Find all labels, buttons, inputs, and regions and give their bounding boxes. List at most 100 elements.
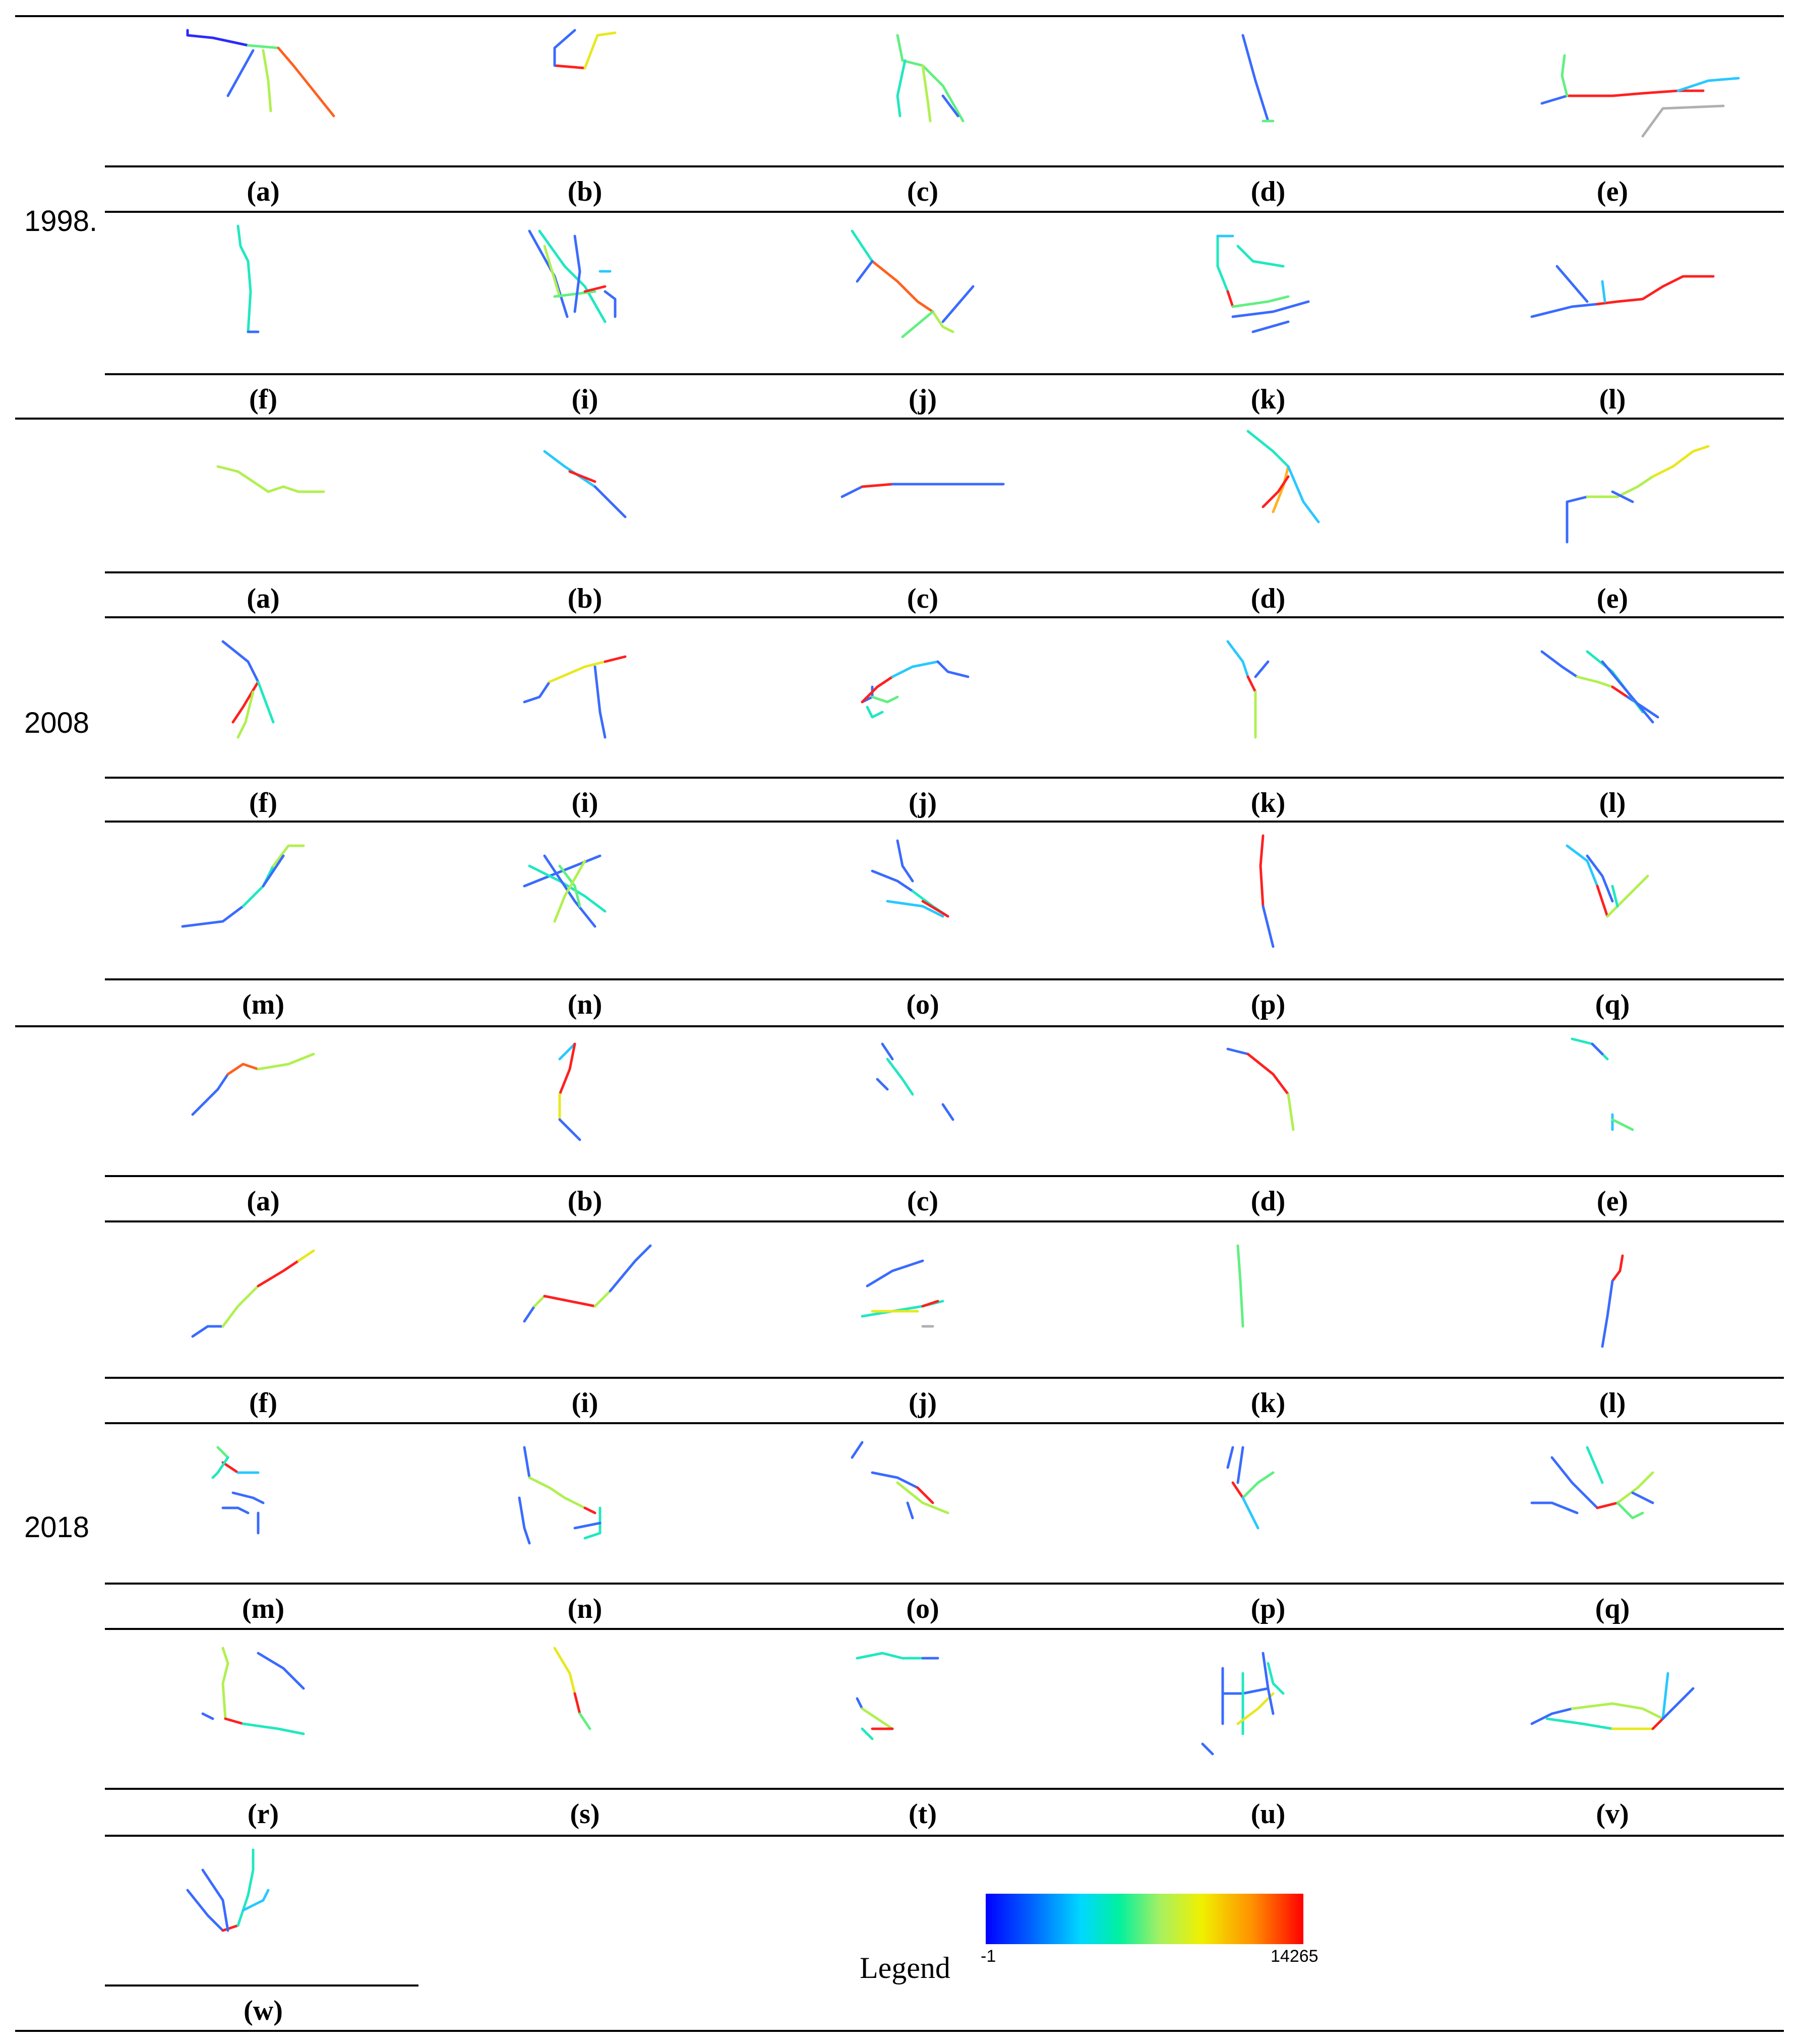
network-panel-2008-m (181, 844, 305, 928)
panel-label: (m) (242, 989, 284, 1020)
panel-label: (q) (1595, 1593, 1630, 1624)
network-segment (543, 1295, 596, 1308)
network-segment (583, 1506, 602, 1540)
network-segment (262, 49, 272, 112)
network-segment (1641, 104, 1725, 138)
network-panel-2018-n (518, 1446, 602, 1545)
network-segment (236, 224, 252, 333)
panel-label: (v) (1596, 1798, 1629, 1830)
row-rule (105, 1377, 1784, 1379)
network-segment (1591, 1042, 1604, 1056)
panel-label: (n) (567, 989, 603, 1020)
network-panel-2008-n (523, 854, 607, 928)
row-separator-rule (105, 211, 1784, 213)
network-segment (553, 29, 576, 67)
network-panel-2018-v (1530, 1672, 1695, 1730)
network-panel-2008-a (216, 465, 325, 493)
network-segment (1221, 1687, 1270, 1695)
network-segment (186, 29, 250, 47)
network-segment (543, 854, 596, 928)
network-segment (1661, 1687, 1695, 1720)
network-segment (604, 290, 617, 318)
network-segment (1530, 1501, 1579, 1514)
network-segment (1530, 303, 1599, 318)
network-segment (1259, 834, 1265, 908)
panel-label: (i) (571, 384, 598, 415)
network-segment (1246, 1053, 1290, 1096)
network-segment (1254, 660, 1270, 678)
network-segment (871, 1471, 919, 1489)
network-segment (593, 1290, 612, 1308)
network-segment (1236, 245, 1285, 268)
network-panel-2018-f (191, 1249, 315, 1338)
network-segment (528, 864, 607, 913)
panel-label: (u) (1250, 1798, 1286, 1830)
panel-label: (k) (1250, 384, 1286, 415)
network-segment (871, 869, 914, 893)
network-segment (1596, 885, 1609, 918)
network-segment (257, 1259, 300, 1288)
network-segment (553, 64, 586, 70)
network-segment (1606, 874, 1649, 918)
network-segment (242, 1722, 305, 1735)
network-segment (871, 695, 899, 704)
row-rule (105, 373, 1784, 375)
panel-label: (o) (906, 1593, 939, 1624)
network-segment (861, 1727, 874, 1740)
panel-label: (t) (909, 1798, 937, 1830)
network-panel-1998-d (1241, 34, 1275, 123)
network-panel-2018-d (1226, 1047, 1295, 1131)
panel-label: (k) (1250, 1387, 1286, 1419)
network-segment (1287, 465, 1320, 523)
panel-label: (j) (909, 787, 937, 819)
network-segment (1262, 905, 1275, 948)
panel-label: (d) (1250, 583, 1286, 614)
network-segment (1236, 1446, 1244, 1484)
network-segment (1676, 77, 1740, 92)
panel-label: (b) (567, 583, 603, 614)
network-segment (1561, 54, 1569, 97)
row-rule (105, 1788, 1784, 1790)
legend-title: Legend (860, 1951, 950, 1984)
network-segment (861, 1707, 894, 1730)
network-segment (236, 1848, 255, 1927)
network-segment (538, 229, 607, 323)
panel-label: (d) (1250, 1186, 1286, 1217)
network-panel-1998-e (1540, 54, 1740, 138)
network-panel-2008-j (861, 660, 970, 719)
network-segment (931, 310, 954, 333)
network-segment (583, 1506, 596, 1514)
network-panel-2008-f (221, 640, 275, 739)
network-segment (1596, 1501, 1619, 1509)
network-segment (921, 900, 949, 918)
network-segment (257, 1053, 315, 1071)
row-separator-rule (105, 616, 1784, 618)
network-segment (1596, 275, 1715, 306)
network-segment (224, 1717, 245, 1725)
network-segment (871, 260, 934, 313)
network-segment (866, 706, 884, 719)
network-segment (558, 1042, 576, 1061)
network-panel-2018-o (851, 1441, 949, 1520)
network-segment (1246, 430, 1290, 468)
network-segment (1216, 235, 1229, 293)
network-segment (201, 1868, 229, 1932)
network-segment (593, 665, 607, 739)
row-rule (105, 1984, 418, 1987)
figure-bottom-rule (15, 2030, 1784, 2032)
network-segment (1651, 1717, 1664, 1730)
network-panel-2018-j (861, 1259, 944, 1328)
legend-color-bar (986, 1894, 1303, 1944)
network-segment (1586, 854, 1614, 903)
network-panel-2008-k (1226, 640, 1270, 739)
network-segment (221, 1284, 260, 1328)
network-segment (1586, 475, 1654, 498)
panel-label: (k) (1250, 787, 1286, 819)
network-segment (1231, 1481, 1244, 1499)
network-panel-2018-i (523, 1244, 652, 1323)
network-segment (1616, 1501, 1644, 1520)
row-rule (105, 571, 1784, 573)
network-segment (861, 675, 894, 704)
network-segment (896, 839, 914, 883)
